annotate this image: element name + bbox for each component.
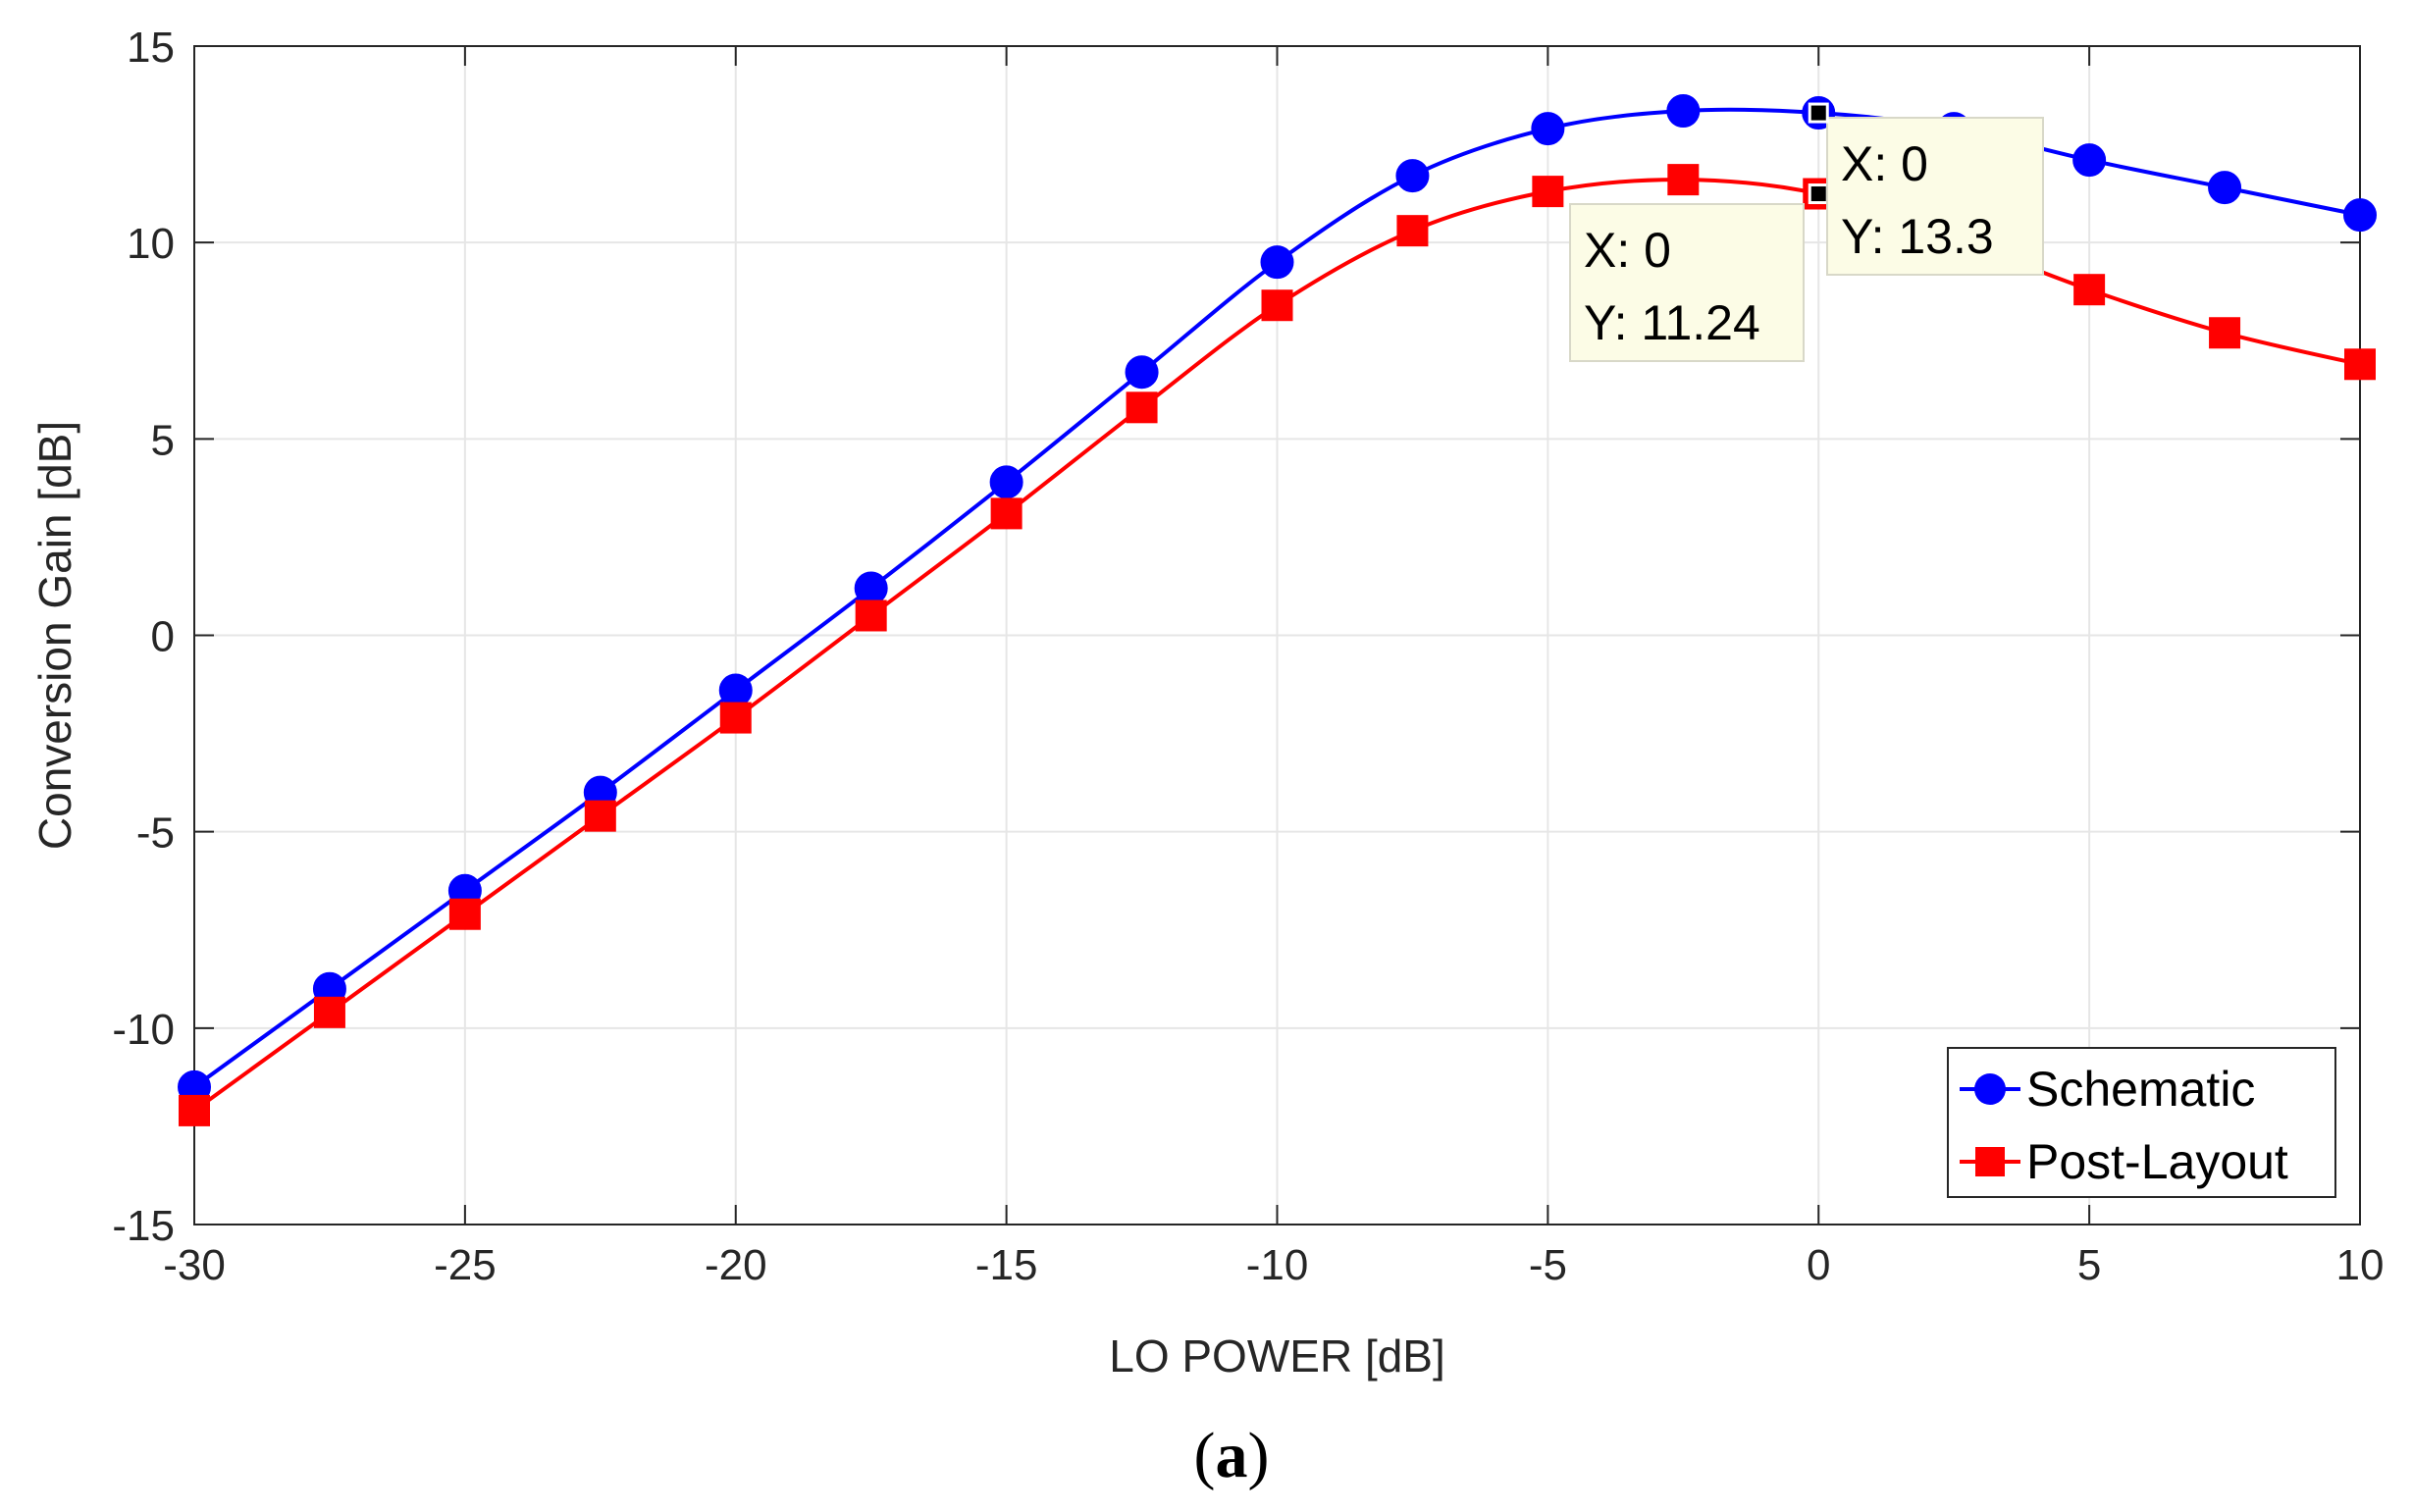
caption-open-paren: ( [1194, 1420, 1216, 1491]
datatip-anchor [1808, 102, 1829, 124]
legend-marker-circle [1974, 1073, 2006, 1105]
legend: Schematic Post-Layout [1947, 1047, 2336, 1198]
x-tick-label: -30 [163, 1241, 226, 1289]
data-point-post-layout [1667, 164, 1700, 196]
datatip-anchor [1808, 183, 1829, 205]
y-tick-label: -10 [112, 1006, 175, 1054]
datatip-x-text: X: 0 [1841, 136, 1928, 191]
datatip-box [1826, 117, 2044, 276]
datatip-x-text: X: 0 [1584, 223, 1671, 278]
data-point-post-layout [179, 1094, 210, 1126]
caption-letter: a [1216, 1420, 1248, 1491]
legend-label: Post-Layout [2026, 1134, 2288, 1189]
data-point-post-layout [2344, 348, 2376, 381]
data-point-post-layout [313, 996, 345, 1028]
datatips: X: 0 Y: 11.24 X: 0 Y: 13.3 [1569, 102, 2044, 362]
x-axis-label: LO POWER [dB] [1109, 1330, 1445, 1382]
y-tick-label: 5 [151, 416, 175, 464]
data-point-post-layout [1532, 176, 1564, 208]
data-point-schematic [2072, 143, 2107, 178]
legend-box [1947, 1047, 2336, 1198]
data-point-post-layout [1396, 215, 1429, 247]
data-point-schematic [2343, 198, 2377, 233]
y-tick-label: -15 [112, 1202, 175, 1250]
x-tick-label: -25 [434, 1241, 497, 1289]
data-point-post-layout [584, 800, 616, 832]
data-point-schematic [1395, 159, 1430, 193]
datatip-y-text: Y: 11.24 [1584, 295, 1760, 350]
data-point-schematic [2208, 171, 2242, 205]
y-tick-label: 0 [151, 613, 175, 661]
data-point-post-layout [2073, 274, 2106, 306]
data-point-post-layout [719, 702, 752, 734]
axis-ticks: -30 -25 -20 -15 -10 -5 0 5 10 -15 -10 -5 0 5 10 15 [112, 24, 2384, 1289]
x-tick-label: -5 [1529, 1241, 1567, 1289]
legend-label: Schematic [2026, 1062, 2255, 1117]
data-point-post-layout [1126, 391, 1158, 424]
data-point-schematic [1125, 355, 1159, 390]
legend-marker-square [1975, 1147, 2005, 1176]
figure-caption: (a) [1194, 1420, 1270, 1491]
x-tick-label: 5 [2077, 1241, 2101, 1289]
y-tick-label: -5 [136, 809, 175, 858]
x-tick-label: -15 [975, 1241, 1038, 1289]
data-point-post-layout [448, 898, 481, 930]
caption-close-paren: ) [1248, 1420, 1270, 1491]
data-point-post-layout [2209, 317, 2241, 349]
data-point-post-layout [1261, 289, 1293, 322]
data-point-schematic [1666, 94, 1701, 129]
data-point-schematic [718, 673, 753, 707]
datatip-box [1569, 203, 1805, 362]
data-point-schematic [854, 571, 888, 605]
x-tick-label: -10 [1246, 1241, 1309, 1289]
data-point-schematic [989, 465, 1023, 499]
y-axis-label: Conversion Gain [dB] [29, 421, 80, 850]
x-tick-label: 10 [2336, 1241, 2385, 1289]
data-point-schematic [1531, 112, 1565, 146]
x-tick-label: -20 [705, 1241, 767, 1289]
y-tick-label: 15 [127, 24, 175, 72]
y-tick-label: 10 [127, 220, 175, 268]
x-tick-label: 0 [1807, 1241, 1830, 1289]
data-point-post-layout [855, 600, 887, 632]
data-point-schematic [1260, 245, 1294, 280]
data-point-post-layout [990, 497, 1022, 530]
datatip-y-text: Y: 13.3 [1841, 209, 1994, 264]
